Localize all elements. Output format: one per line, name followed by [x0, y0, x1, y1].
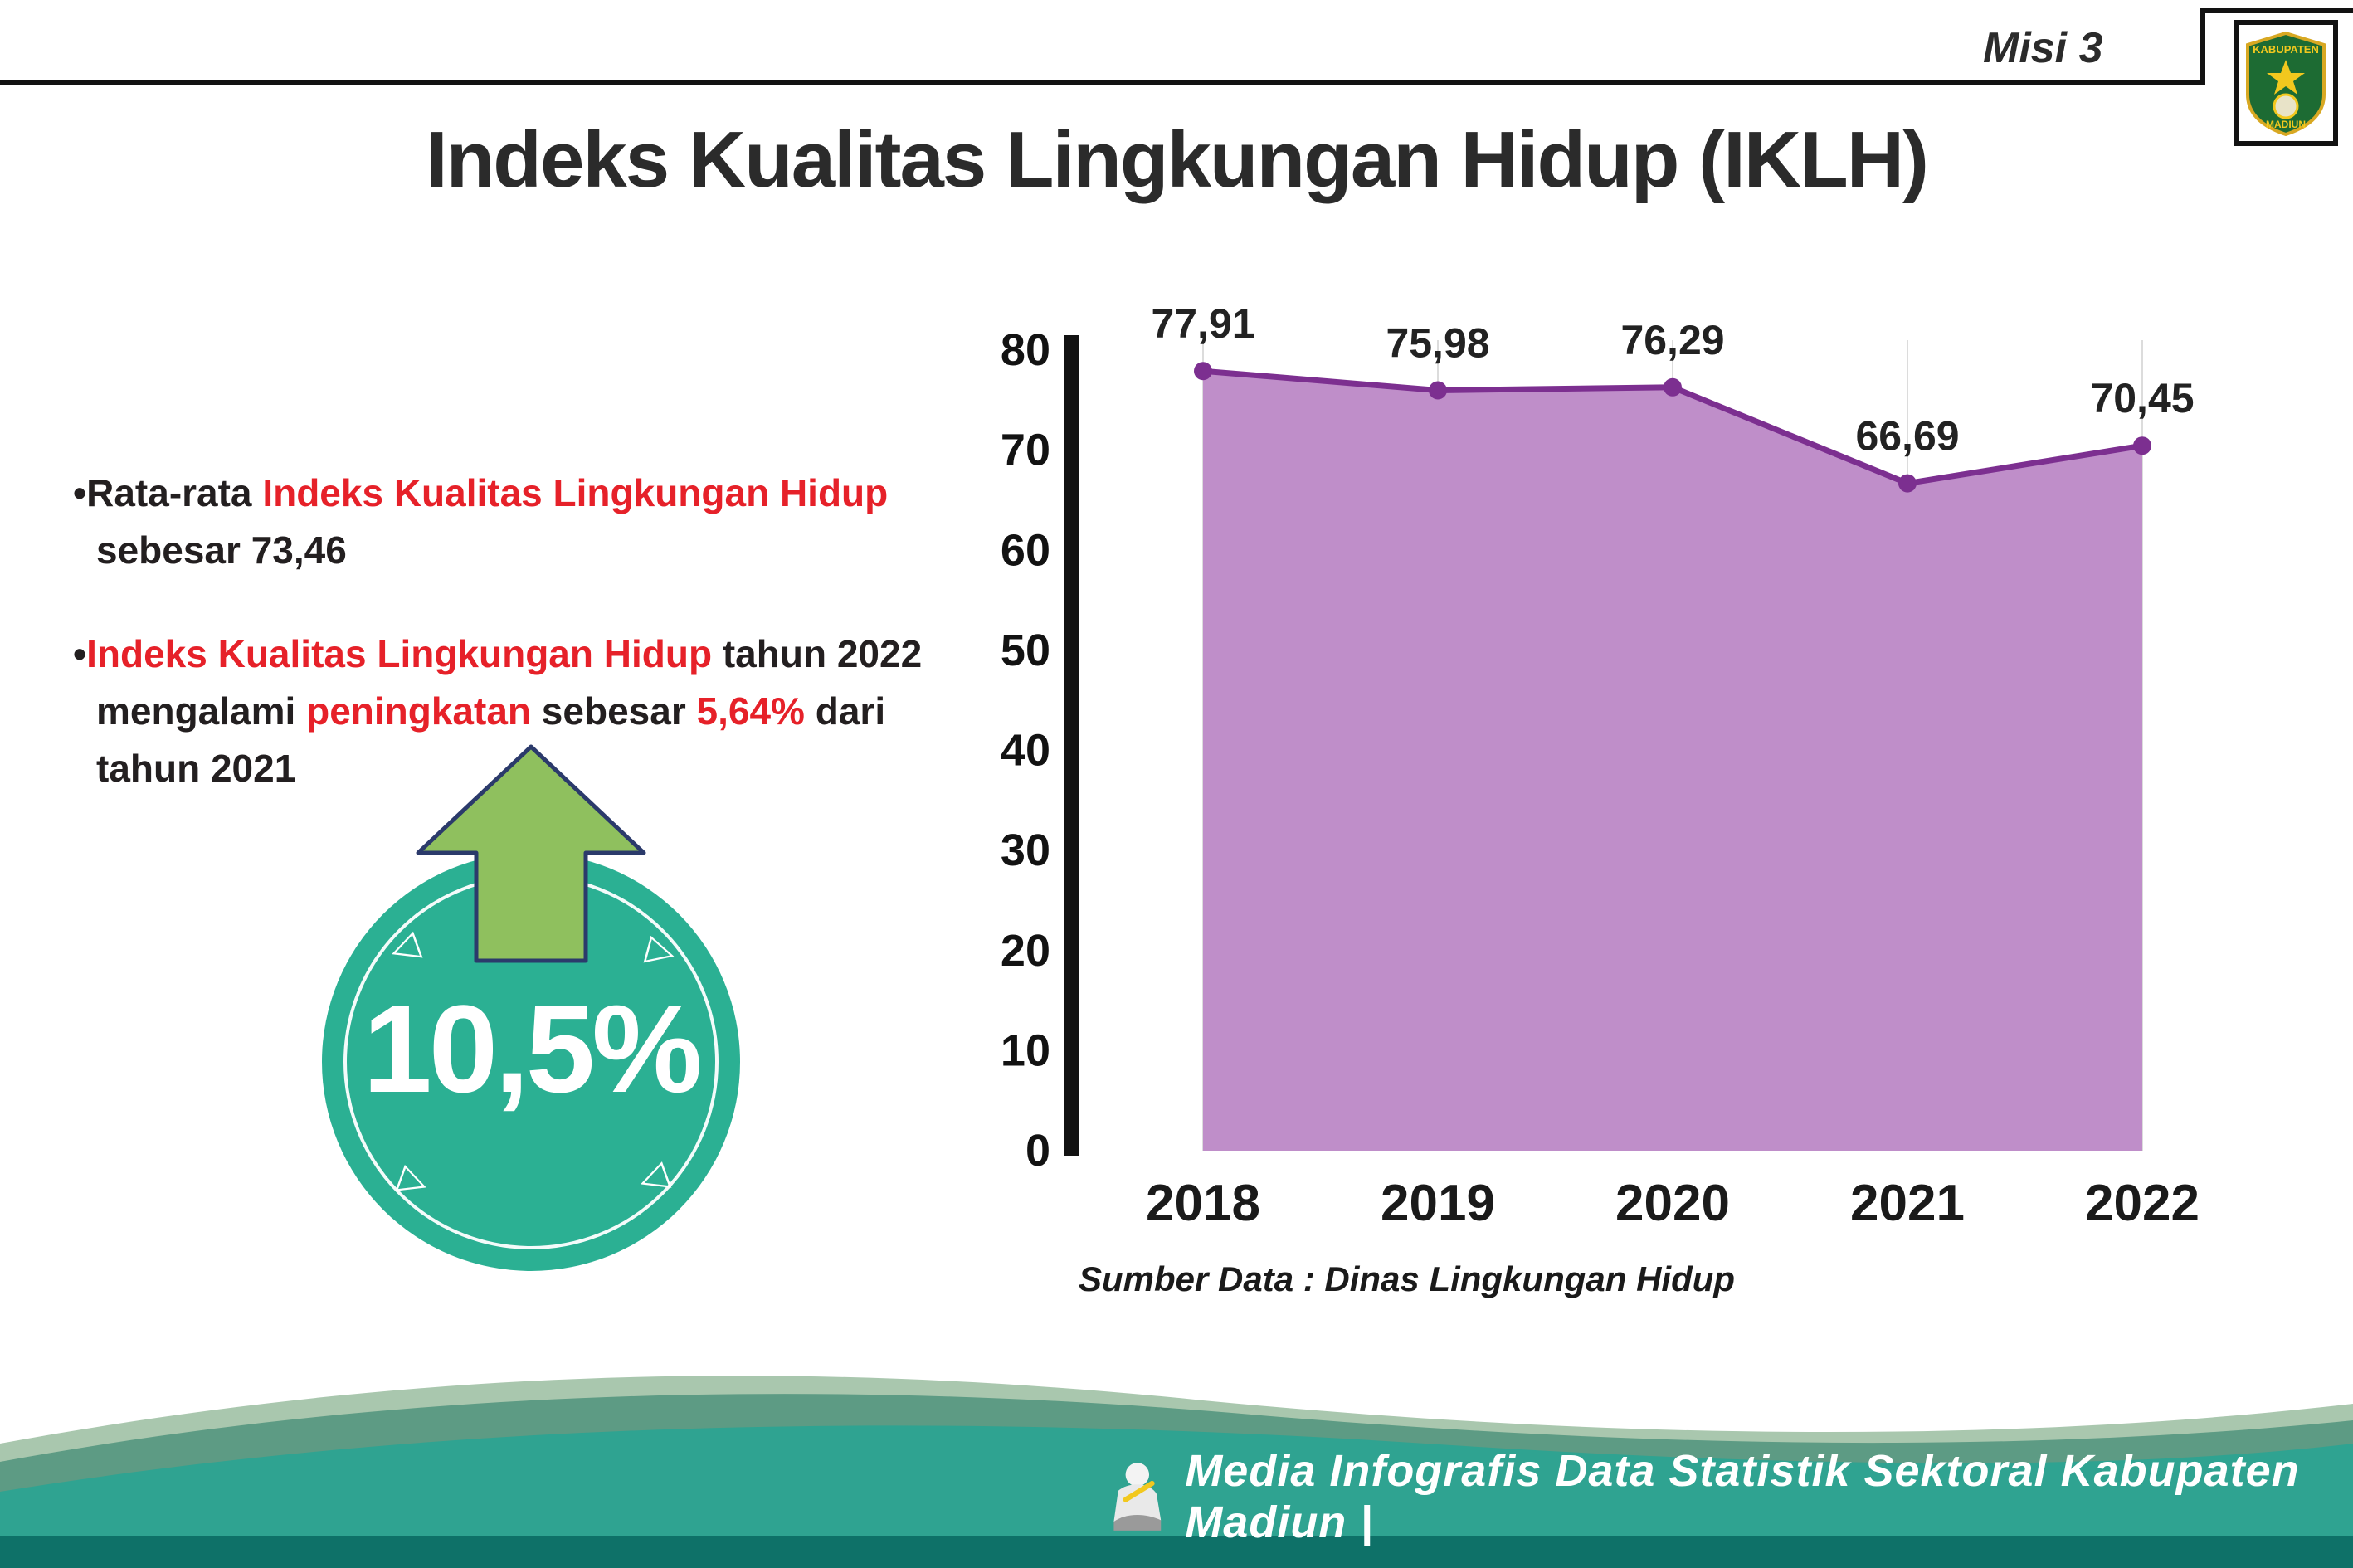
y-tick-label: 30	[1001, 825, 1050, 875]
footer-credit: Media Infografis Data Statistik Sektoral…	[1103, 1445, 2353, 1548]
bullet-line: •Rata-rata Indeks Kualitas Lingkungan Hi…	[73, 471, 889, 514]
up-arrow-icon	[416, 744, 646, 963]
bullet-marker: •	[73, 632, 87, 675]
y-tick-label: 20	[1001, 926, 1050, 976]
y-tick-label: 50	[1001, 626, 1050, 675]
data-label: 70,45	[2090, 375, 2194, 421]
y-tick-label: 40	[1001, 726, 1050, 776]
x-category-label: 2018	[1146, 1175, 1260, 1232]
svg-text:KABUPATEN: KABUPATEN	[2253, 43, 2319, 56]
header-rule-corner	[2200, 8, 2205, 85]
key-points: •Rata-rata Indeks Kualitas Lingkungan Hi…	[73, 465, 1027, 844]
x-category-label: 2019	[1381, 1175, 1495, 1232]
x-category-label: 2022	[2085, 1175, 2200, 1232]
bullet-increase-2022: •Indeks Kualitas Lingkungan Hidup tahun …	[73, 626, 1027, 797]
footer-credit-text: Media Infografis Data Statistik Sektoral…	[1185, 1446, 2300, 1547]
increase-badge: ◁ ▷ ◁ ▷ 10,5%	[322, 853, 740, 1271]
bullet-line: mengalami peningkatan sebesar 5,64% dari	[96, 689, 886, 733]
x-category-label: 2021	[1850, 1175, 1965, 1232]
bullet-line: sebesar 73,46	[96, 528, 347, 572]
mascot-icon	[1113, 1463, 1162, 1531]
y-tick-label: 70	[1001, 426, 1050, 475]
bullet-line: •Indeks Kualitas Lingkungan Hidup tahun …	[73, 632, 923, 675]
y-tick-label: 60	[1001, 525, 1050, 575]
y-tick-label: 10	[1001, 1025, 1050, 1075]
iklh-area-chart: 77,91 75,98 76,29 66,69 70,45 0 10 20 30 40 50 60 70…	[1001, 300, 2200, 1232]
x-category-label: 2020	[1615, 1175, 1730, 1232]
shield-icon: KABUPATEN MADIUN	[2246, 31, 2326, 136]
data-label: 75,98	[1386, 320, 1489, 367]
y-tick-label: 80	[1001, 325, 1050, 375]
footer-wave-decoration	[0, 1376, 2353, 1568]
kabupaten-madiun-logo: KABUPATEN MADIUN	[2234, 20, 2338, 146]
bullet-marker: •	[73, 471, 87, 514]
misi-label: Misi 3	[1983, 24, 2103, 72]
bullet-line: tahun 2021	[96, 747, 296, 790]
y-tick-label: 0	[1025, 1126, 1050, 1176]
header-rule-cap	[2200, 8, 2353, 13]
header-rule	[0, 80, 2200, 85]
data-label: 76,29	[1620, 317, 1724, 363]
page-title: Indeks Kualitas Lingkungan Hidup (IKLH)	[425, 115, 1929, 204]
data-label: 77,91	[1151, 300, 1254, 347]
iklh-chart-container: 77,91 75,98 76,29 66,69 70,45 0 10 20 30 40 50 60 70…	[996, 292, 2307, 1279]
data-label: 66,69	[1855, 413, 1959, 460]
bullet-average-iklh: •Rata-rata Indeks Kualitas Lingkungan Hi…	[73, 465, 1027, 579]
increase-percentage: 10,5%	[363, 979, 702, 1118]
svg-text:MADIUN: MADIUN	[2266, 119, 2306, 130]
data-source-caption: Sumber Data : Dinas Lingkungan Hidup	[1079, 1259, 1736, 1298]
